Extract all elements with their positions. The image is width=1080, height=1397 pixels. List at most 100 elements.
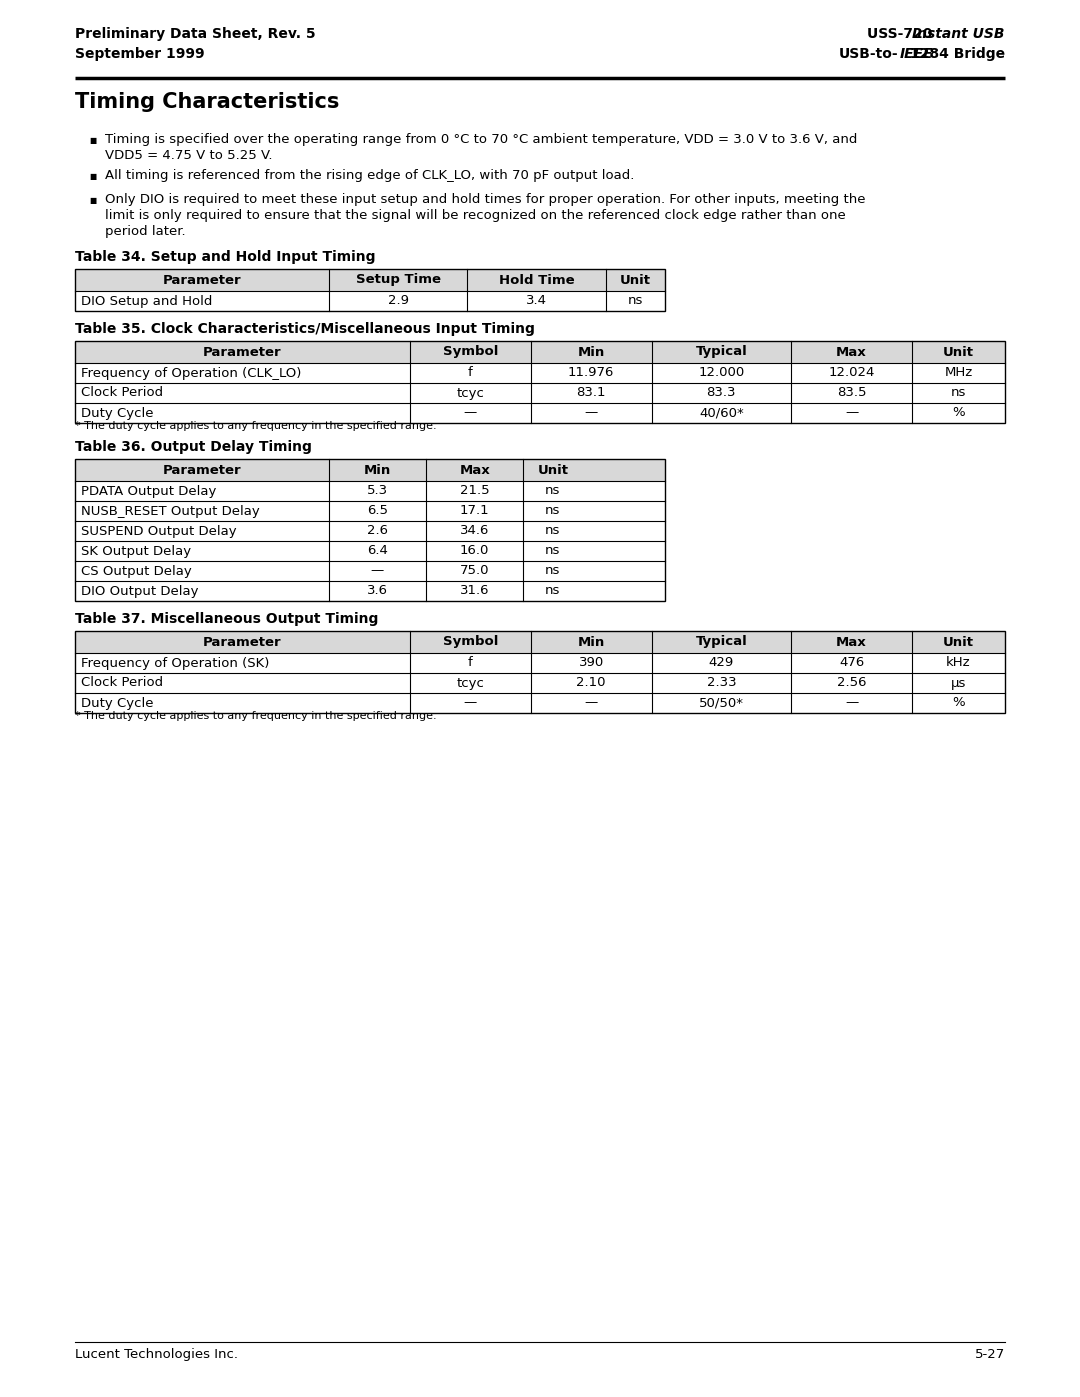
Bar bbox=[75, 270, 665, 291]
Text: 12.024: 12.024 bbox=[828, 366, 875, 380]
Text: ns: ns bbox=[627, 295, 644, 307]
Text: 6.5: 6.5 bbox=[367, 504, 388, 517]
Text: * The duty cycle applies to any frequency in the specified range.: * The duty cycle applies to any frequenc… bbox=[75, 711, 436, 721]
Text: USB-to-: USB-to- bbox=[838, 47, 897, 61]
Text: 12.000: 12.000 bbox=[699, 366, 744, 380]
Text: Timing Characteristics: Timing Characteristics bbox=[75, 92, 339, 112]
Bar bbox=[75, 673, 1005, 693]
Text: Clock Period: Clock Period bbox=[81, 387, 163, 400]
Text: 34.6: 34.6 bbox=[460, 524, 489, 538]
Text: 3.6: 3.6 bbox=[367, 584, 388, 598]
Text: 3.4: 3.4 bbox=[526, 295, 548, 307]
Text: Parameter: Parameter bbox=[162, 274, 241, 286]
Text: 2.9: 2.9 bbox=[388, 295, 408, 307]
Text: Table 35. Clock Characteristics/Miscellaneous Input Timing: Table 35. Clock Characteristics/Miscella… bbox=[75, 321, 535, 337]
Bar bbox=[75, 341, 1005, 363]
Text: 83.1: 83.1 bbox=[577, 387, 606, 400]
Text: 50/50*: 50/50* bbox=[699, 697, 744, 710]
Text: 2.56: 2.56 bbox=[837, 676, 866, 690]
Text: 11.976: 11.976 bbox=[568, 366, 615, 380]
Text: kHz: kHz bbox=[946, 657, 971, 669]
Text: —: — bbox=[845, 697, 859, 710]
Text: Hold Time: Hold Time bbox=[499, 274, 575, 286]
Text: ■: ■ bbox=[89, 172, 96, 182]
Text: 21.5: 21.5 bbox=[460, 485, 489, 497]
Bar bbox=[75, 521, 665, 541]
Bar bbox=[75, 562, 665, 581]
Text: 5.3: 5.3 bbox=[367, 485, 388, 497]
Text: %: % bbox=[953, 697, 964, 710]
Text: DIO Setup and Hold: DIO Setup and Hold bbox=[81, 295, 213, 307]
Text: Table 34. Setup and Hold Input Timing: Table 34. Setup and Hold Input Timing bbox=[75, 250, 376, 264]
Text: VDD5 = 4.75 V to 5.25 V.: VDD5 = 4.75 V to 5.25 V. bbox=[105, 149, 272, 162]
Text: DIO Output Delay: DIO Output Delay bbox=[81, 584, 199, 598]
Bar bbox=[75, 631, 1005, 652]
Text: 1284 Bridge: 1284 Bridge bbox=[905, 47, 1005, 61]
Text: —: — bbox=[845, 407, 859, 419]
Text: Typical: Typical bbox=[696, 636, 747, 648]
Text: Timing is specified over the operating range from 0 °C to 70 °C ambient temperat: Timing is specified over the operating r… bbox=[105, 133, 858, 147]
Bar bbox=[75, 291, 665, 312]
Text: Instant USB: Instant USB bbox=[913, 27, 1005, 41]
Text: September 1999: September 1999 bbox=[75, 47, 204, 61]
Text: SUSPEND Output Delay: SUSPEND Output Delay bbox=[81, 524, 237, 538]
Text: NUSB_RESET Output Delay: NUSB_RESET Output Delay bbox=[81, 504, 260, 517]
Text: —: — bbox=[463, 407, 477, 419]
Text: ns: ns bbox=[950, 387, 967, 400]
Bar bbox=[75, 383, 1005, 402]
Text: Parameter: Parameter bbox=[203, 345, 282, 359]
Text: Parameter: Parameter bbox=[162, 464, 241, 476]
Text: ns: ns bbox=[545, 564, 561, 577]
Text: 390: 390 bbox=[579, 657, 604, 669]
Text: Min: Min bbox=[364, 464, 391, 476]
Text: Min: Min bbox=[578, 345, 605, 359]
Bar bbox=[75, 502, 665, 521]
Text: ns: ns bbox=[545, 485, 561, 497]
Text: Parameter: Parameter bbox=[203, 636, 282, 648]
Text: Typical: Typical bbox=[696, 345, 747, 359]
Text: 5-27: 5-27 bbox=[975, 1348, 1005, 1361]
Text: f: f bbox=[468, 366, 473, 380]
Text: Max: Max bbox=[836, 345, 867, 359]
Text: —: — bbox=[584, 407, 597, 419]
Text: PDATA Output Delay: PDATA Output Delay bbox=[81, 485, 216, 497]
Text: Duty Cycle: Duty Cycle bbox=[81, 697, 153, 710]
Text: Unit: Unit bbox=[943, 636, 974, 648]
Bar bbox=[75, 581, 665, 601]
Text: Unit: Unit bbox=[620, 274, 651, 286]
Text: 2.10: 2.10 bbox=[577, 676, 606, 690]
Text: ■: ■ bbox=[89, 136, 96, 145]
Text: Table 37. Miscellaneous Output Timing: Table 37. Miscellaneous Output Timing bbox=[75, 612, 378, 626]
Text: ■: ■ bbox=[89, 196, 96, 205]
Text: CS Output Delay: CS Output Delay bbox=[81, 564, 192, 577]
Text: 83.3: 83.3 bbox=[706, 387, 737, 400]
Text: 476: 476 bbox=[839, 657, 864, 669]
Bar bbox=[75, 631, 1005, 712]
Text: 40/60*: 40/60* bbox=[699, 407, 744, 419]
Text: —: — bbox=[463, 697, 477, 710]
Bar bbox=[75, 541, 665, 562]
Bar bbox=[75, 460, 665, 481]
Text: ns: ns bbox=[545, 504, 561, 517]
Text: USS-720: USS-720 bbox=[867, 27, 937, 41]
Text: Clock Period: Clock Period bbox=[81, 676, 163, 690]
Bar bbox=[75, 341, 1005, 423]
Text: Symbol: Symbol bbox=[443, 636, 498, 648]
Bar bbox=[75, 481, 665, 502]
Text: 429: 429 bbox=[708, 657, 734, 669]
Text: Setup Time: Setup Time bbox=[355, 274, 441, 286]
Text: 83.5: 83.5 bbox=[837, 387, 866, 400]
Text: 75.0: 75.0 bbox=[460, 564, 489, 577]
Text: Only DIO is required to meet these input setup and hold times for proper operati: Only DIO is required to meet these input… bbox=[105, 193, 865, 205]
Text: f: f bbox=[468, 657, 473, 669]
Text: Max: Max bbox=[836, 636, 867, 648]
Text: ns: ns bbox=[545, 524, 561, 538]
Text: Symbol: Symbol bbox=[443, 345, 498, 359]
Text: limit is only required to ensure that the signal will be recognized on the refer: limit is only required to ensure that th… bbox=[105, 210, 846, 222]
Text: 16.0: 16.0 bbox=[460, 545, 489, 557]
Bar bbox=[75, 402, 1005, 423]
Text: %: % bbox=[953, 407, 964, 419]
Text: 2.33: 2.33 bbox=[706, 676, 737, 690]
Text: MHz: MHz bbox=[944, 366, 973, 380]
Bar bbox=[75, 693, 1005, 712]
